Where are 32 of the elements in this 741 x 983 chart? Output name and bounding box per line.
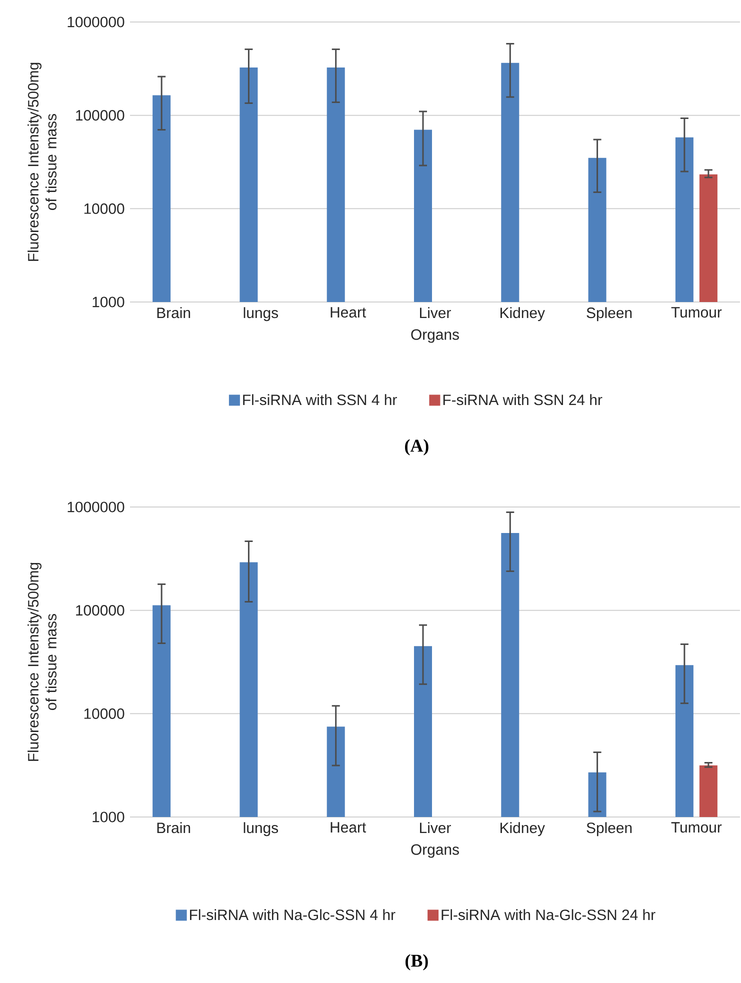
- y-axis-title: Fluorescence Intensity/500mg of tissue mass: [28, 62, 56, 261]
- x-tick-label: Liver: [420, 822, 451, 834]
- x-tick-label: lungs: [244, 307, 278, 322]
- y-tick-label: 100000: [76, 605, 124, 616]
- legend-label: Fl-siRNA with Na-Glc-SSN 24 hr: [442, 909, 656, 920]
- x-tick-label: Heart: [330, 307, 366, 318]
- x-axis-title: Organs: [411, 329, 459, 343]
- x-tick-label: Spleen: [586, 307, 632, 322]
- x-tick-label: Kidney: [500, 822, 545, 836]
- legend-label: Fl-siRNA with SSN 4 hr: [243, 394, 397, 406]
- x-tick-label: lungs: [244, 822, 278, 836]
- x-tick-label: Brain: [157, 822, 190, 834]
- legend-label: Fl-siRNA with Na-Glc-SSN 4 hr: [190, 909, 396, 920]
- y-tick-label: 100000: [76, 110, 124, 121]
- x-tick-label: Heart: [330, 822, 366, 833]
- legend-label: F-siRNA with SSN 24 hr: [443, 394, 602, 406]
- x-tick-label: Spleen: [586, 822, 632, 836]
- y-axis-title: Fluorescence Intensity/500mg of tissue mass: [28, 562, 56, 761]
- y-tick-label: 10000: [84, 708, 124, 719]
- y-tick-label: 10000: [84, 203, 124, 214]
- y-tick-label: 1000: [92, 296, 124, 308]
- text: (A): [405, 439, 428, 456]
- y-tick-label: 1000000: [68, 16, 124, 28]
- text: (B): [406, 954, 428, 970]
- x-tick-label: Kidney: [500, 307, 545, 322]
- y-tick-label: 1000: [92, 812, 124, 822]
- x-tick-label: Liver: [420, 307, 451, 318]
- x-axis-title: Organs: [411, 844, 459, 858]
- x-tick-label: Tumour: [671, 822, 722, 833]
- x-tick-label: Brain: [157, 307, 190, 318]
- y-tick-label: 1000000: [68, 502, 124, 512]
- x-tick-label: Tumour: [671, 307, 722, 318]
